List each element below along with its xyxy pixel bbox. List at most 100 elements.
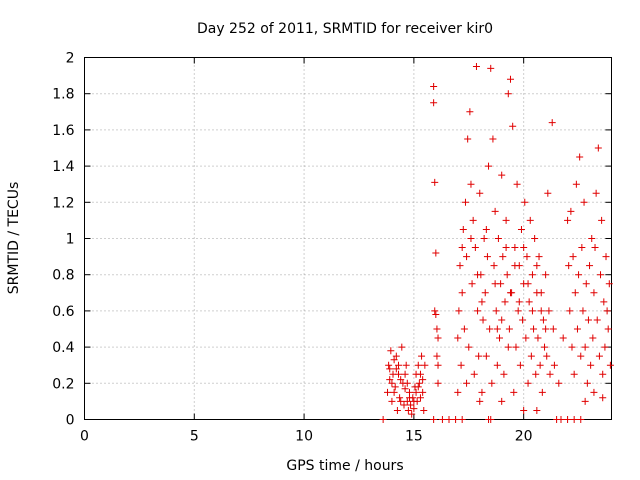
data-point — [434, 361, 442, 369]
data-point — [546, 370, 554, 378]
x-tick-label: 0 — [80, 429, 89, 445]
data-point — [459, 225, 467, 233]
data-point — [401, 370, 409, 378]
data-point — [593, 316, 601, 324]
data-point — [532, 370, 540, 378]
data-point — [591, 244, 599, 252]
data-point — [515, 298, 523, 306]
data-point — [403, 397, 411, 405]
data-point — [491, 280, 499, 288]
data-point — [467, 180, 475, 188]
data-point — [504, 343, 512, 351]
x-axis-label: GPS time / hours — [286, 458, 403, 474]
data-point — [522, 334, 530, 342]
data-point — [463, 379, 471, 387]
data-point — [590, 289, 598, 297]
data-point — [511, 244, 519, 252]
data-point — [386, 365, 394, 373]
data-point — [416, 370, 424, 378]
data-point — [527, 352, 535, 360]
data-point — [601, 343, 609, 351]
data-point — [571, 289, 579, 297]
data-point — [454, 388, 462, 396]
data-point — [503, 271, 511, 279]
data-point — [513, 180, 521, 188]
data-point — [403, 379, 411, 387]
data-point — [393, 406, 401, 414]
data-point — [469, 216, 477, 224]
data-point — [535, 253, 543, 261]
data-point — [525, 298, 533, 306]
data-point — [391, 383, 399, 391]
data-point — [465, 343, 473, 351]
data-point — [537, 289, 545, 297]
data-point — [492, 307, 500, 315]
data-point — [458, 244, 466, 252]
data-point — [478, 298, 486, 306]
data-point — [597, 271, 605, 279]
data-point — [567, 207, 575, 215]
data-point — [487, 416, 495, 423]
data-point — [586, 262, 594, 270]
data-point — [397, 376, 405, 384]
data-point — [456, 262, 464, 270]
data-point — [494, 235, 502, 242]
data-point — [407, 401, 415, 409]
data-point — [533, 406, 541, 414]
data-point — [581, 343, 589, 351]
data-point — [461, 198, 469, 206]
data-point — [430, 99, 438, 107]
data-point — [458, 289, 466, 297]
data-point — [458, 416, 466, 423]
data-point — [408, 410, 416, 418]
data-point — [570, 416, 578, 423]
y-tick-label: 0.8 — [52, 268, 74, 284]
y-tick-label: 1.2 — [52, 195, 74, 211]
data-point — [487, 64, 495, 72]
data-point — [405, 394, 413, 402]
data-point — [395, 370, 403, 378]
data-point — [410, 405, 418, 413]
data-point — [463, 253, 471, 261]
data-point — [583, 379, 591, 387]
data-point — [454, 334, 462, 342]
data-point — [559, 334, 567, 342]
data-point — [496, 334, 504, 342]
chart-title: Day 252 of 2011, SRMTID for receiver kir… — [197, 21, 493, 37]
data-point — [512, 343, 520, 351]
data-point — [516, 361, 524, 369]
data-point — [500, 370, 508, 378]
data-point — [431, 307, 439, 315]
data-point — [476, 189, 484, 197]
data-point — [488, 379, 496, 387]
y-tick-label: 0.6 — [52, 304, 74, 320]
data-point — [523, 253, 531, 261]
data-point — [520, 406, 528, 414]
data-point — [402, 361, 410, 369]
grid-lines — [84, 57, 612, 420]
data-point — [578, 244, 586, 252]
data-point — [502, 244, 510, 252]
data-point — [489, 135, 497, 143]
data-point — [421, 361, 429, 369]
data-point — [419, 376, 427, 384]
data-point — [573, 325, 581, 333]
data-point — [555, 379, 563, 387]
data-point — [537, 307, 545, 315]
data-point — [520, 244, 528, 252]
data-point — [476, 397, 484, 405]
data-point — [471, 244, 479, 252]
data-point — [577, 416, 585, 423]
data-point — [506, 75, 514, 83]
data-point — [595, 352, 603, 360]
data-point — [581, 397, 589, 405]
data-point — [514, 307, 522, 315]
data-point — [501, 298, 509, 306]
y-tick-label: 0 — [66, 413, 75, 429]
data-point — [587, 361, 595, 369]
data-point — [470, 370, 478, 378]
data-point — [396, 394, 404, 402]
x-tick-label: 15 — [405, 429, 423, 445]
data-point — [511, 262, 519, 270]
data-point — [506, 289, 514, 297]
